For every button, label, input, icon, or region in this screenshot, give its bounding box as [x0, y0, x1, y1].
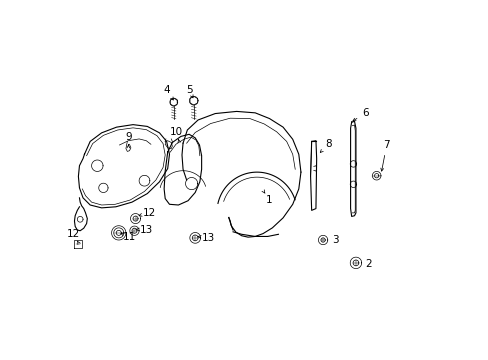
Text: 10: 10 — [170, 127, 183, 137]
Text: 4: 4 — [163, 85, 170, 95]
Text: 12: 12 — [143, 208, 156, 218]
Text: 13: 13 — [201, 233, 214, 243]
Text: 1: 1 — [265, 195, 272, 204]
Text: 11: 11 — [122, 232, 136, 242]
Text: 7: 7 — [383, 140, 389, 150]
Text: 2: 2 — [365, 259, 371, 269]
Text: 13: 13 — [140, 225, 153, 235]
Text: 3: 3 — [332, 235, 338, 245]
Text: 9: 9 — [125, 132, 131, 142]
Text: 12: 12 — [67, 229, 80, 239]
Text: 6: 6 — [362, 108, 368, 118]
Text: 8: 8 — [325, 139, 331, 149]
Text: 5: 5 — [185, 85, 192, 95]
